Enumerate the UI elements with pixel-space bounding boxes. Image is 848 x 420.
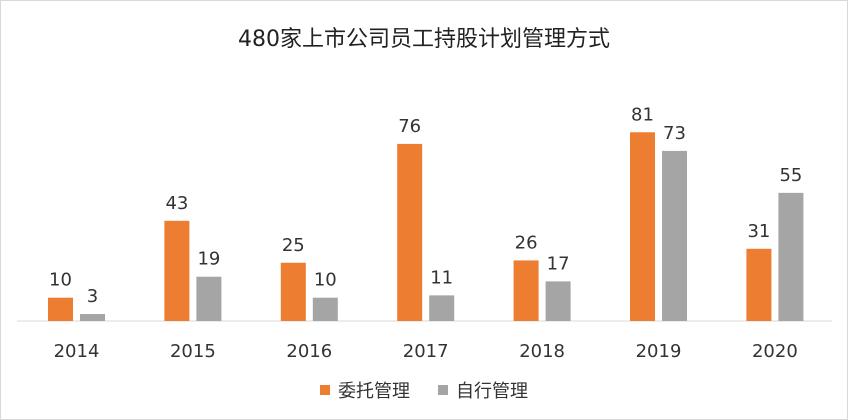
legend-swatch-self-managed	[438, 385, 448, 395]
data-label-entrusted-2020: 31	[747, 221, 770, 242]
legend-item-self-managed: 自行管理	[438, 377, 528, 403]
data-label-entrusted-2017: 76	[398, 116, 421, 137]
bar-self-managed-2020	[778, 192, 804, 321]
data-label-entrusted-2015: 43	[165, 193, 188, 214]
data-label-self-managed-2017: 11	[430, 267, 453, 288]
bar-entrusted-2014	[48, 297, 73, 321]
x-tick-label-2018: 2018	[519, 341, 565, 362]
data-label-self-managed-2016: 10	[314, 270, 337, 291]
bar-entrusted-2019	[630, 132, 655, 321]
data-label-entrusted-2014: 10	[49, 270, 72, 291]
legend-label-entrusted: 委托管理	[338, 381, 410, 402]
data-label-entrusted-2018: 26	[515, 232, 538, 253]
chart-title: 480家上市公司员工持股计划管理方式	[238, 27, 610, 52]
bar-entrusted-2017	[397, 143, 423, 321]
data-label-self-managed-2020: 55	[779, 165, 802, 186]
bar-self-managed-2017	[429, 295, 455, 321]
bar-self-managed-2014	[80, 314, 105, 321]
x-tick-label-2015: 2015	[170, 341, 216, 362]
data-label-self-managed-2019: 73	[663, 123, 686, 144]
bar-self-managed-2015	[196, 276, 222, 321]
bar-self-managed-2016	[312, 297, 338, 321]
data-label-self-managed-2015: 19	[197, 249, 220, 270]
bar-entrusted-2020	[746, 248, 772, 321]
data-label-self-managed-2018: 17	[547, 253, 570, 274]
bar-entrusted-2015	[164, 220, 190, 321]
legend-label-self-managed: 自行管理	[456, 381, 528, 402]
bar-self-managed-2018	[545, 281, 571, 321]
x-tick-label-2016: 2016	[286, 341, 332, 362]
bar-entrusted-2018	[513, 260, 539, 321]
x-tick-label-2014: 2014	[54, 341, 100, 362]
data-label-self-managed-2014: 3	[87, 286, 98, 307]
legend-item-entrusted: 委托管理	[320, 377, 410, 403]
legend-swatch-entrusted	[320, 385, 330, 395]
data-label-entrusted-2019: 81	[631, 104, 654, 125]
x-tick-label-2017: 2017	[403, 341, 449, 362]
bar-entrusted-2016	[280, 262, 306, 321]
bar-self-managed-2019	[662, 150, 687, 321]
data-label-entrusted-2016: 25	[282, 235, 305, 256]
legend: 委托管理 自行管理	[1, 377, 847, 403]
x-tick-label-2020: 2020	[752, 341, 798, 362]
x-tick-label-2019: 2019	[636, 341, 682, 362]
